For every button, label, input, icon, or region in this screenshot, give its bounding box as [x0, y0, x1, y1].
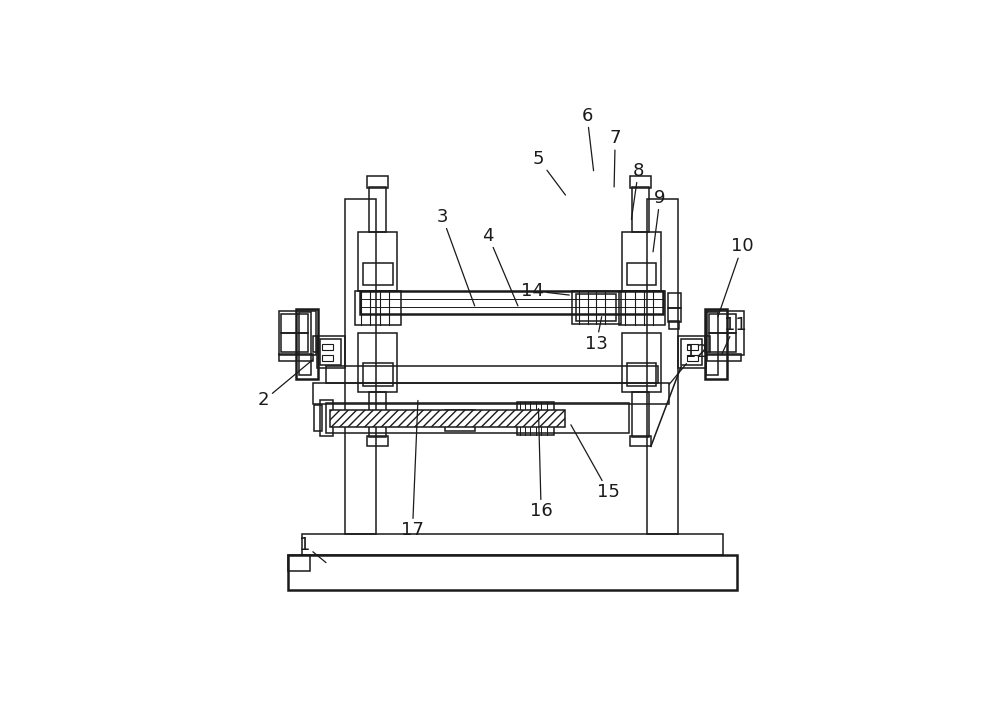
- Bar: [326, 366, 658, 383]
- Bar: [314, 405, 322, 431]
- Text: 11: 11: [722, 316, 747, 355]
- Bar: [681, 339, 702, 365]
- Bar: [281, 333, 308, 352]
- Text: 5: 5: [533, 150, 565, 195]
- Bar: [668, 308, 681, 322]
- Text: 12: 12: [669, 343, 708, 384]
- Bar: [517, 402, 554, 435]
- Bar: [632, 392, 649, 437]
- Text: 7: 7: [609, 129, 621, 187]
- Bar: [369, 392, 386, 437]
- Bar: [706, 312, 718, 375]
- Bar: [622, 333, 661, 392]
- Text: 6: 6: [581, 107, 594, 171]
- Bar: [296, 309, 318, 379]
- Bar: [707, 311, 744, 355]
- Text: 3: 3: [436, 208, 475, 306]
- Bar: [622, 232, 661, 291]
- Text: 2: 2: [258, 360, 313, 409]
- Bar: [330, 410, 565, 428]
- Bar: [313, 383, 669, 404]
- Bar: [360, 291, 663, 314]
- Bar: [709, 314, 736, 333]
- Bar: [288, 555, 737, 590]
- Bar: [687, 344, 698, 350]
- Bar: [709, 333, 736, 352]
- Bar: [367, 176, 388, 188]
- Bar: [630, 176, 651, 188]
- Bar: [281, 314, 308, 333]
- Bar: [363, 363, 393, 386]
- Bar: [313, 336, 318, 352]
- Text: 10: 10: [718, 237, 754, 317]
- Bar: [322, 355, 333, 361]
- Bar: [687, 355, 698, 361]
- Bar: [358, 232, 397, 291]
- Bar: [367, 435, 388, 446]
- Text: 4: 4: [482, 227, 518, 306]
- Bar: [632, 187, 649, 232]
- Bar: [668, 293, 681, 308]
- Bar: [630, 435, 651, 446]
- Bar: [320, 400, 333, 435]
- Bar: [576, 294, 616, 321]
- Bar: [363, 263, 393, 285]
- Text: 16: 16: [530, 409, 553, 520]
- Text: 9: 9: [653, 189, 666, 252]
- Text: 13: 13: [585, 317, 608, 352]
- Text: 14: 14: [521, 282, 569, 300]
- Bar: [358, 333, 397, 392]
- Bar: [355, 291, 401, 325]
- Bar: [288, 555, 310, 571]
- Bar: [572, 291, 621, 324]
- Bar: [445, 410, 475, 431]
- Bar: [345, 199, 376, 534]
- Bar: [705, 336, 710, 352]
- Bar: [678, 336, 706, 368]
- Bar: [627, 363, 656, 386]
- Bar: [707, 354, 741, 361]
- Text: 17: 17: [401, 400, 424, 539]
- Bar: [627, 263, 656, 285]
- Bar: [279, 354, 313, 361]
- Bar: [669, 321, 679, 329]
- Bar: [299, 312, 311, 375]
- Text: 8: 8: [631, 161, 644, 219]
- Bar: [302, 534, 723, 555]
- Bar: [369, 187, 386, 232]
- Bar: [320, 339, 341, 365]
- Text: 15: 15: [571, 425, 620, 501]
- Bar: [322, 344, 333, 350]
- Bar: [619, 291, 665, 325]
- Bar: [279, 311, 316, 355]
- Bar: [647, 199, 678, 534]
- Bar: [326, 403, 629, 433]
- Text: 1: 1: [299, 536, 326, 562]
- Bar: [317, 336, 345, 368]
- Bar: [705, 309, 727, 379]
